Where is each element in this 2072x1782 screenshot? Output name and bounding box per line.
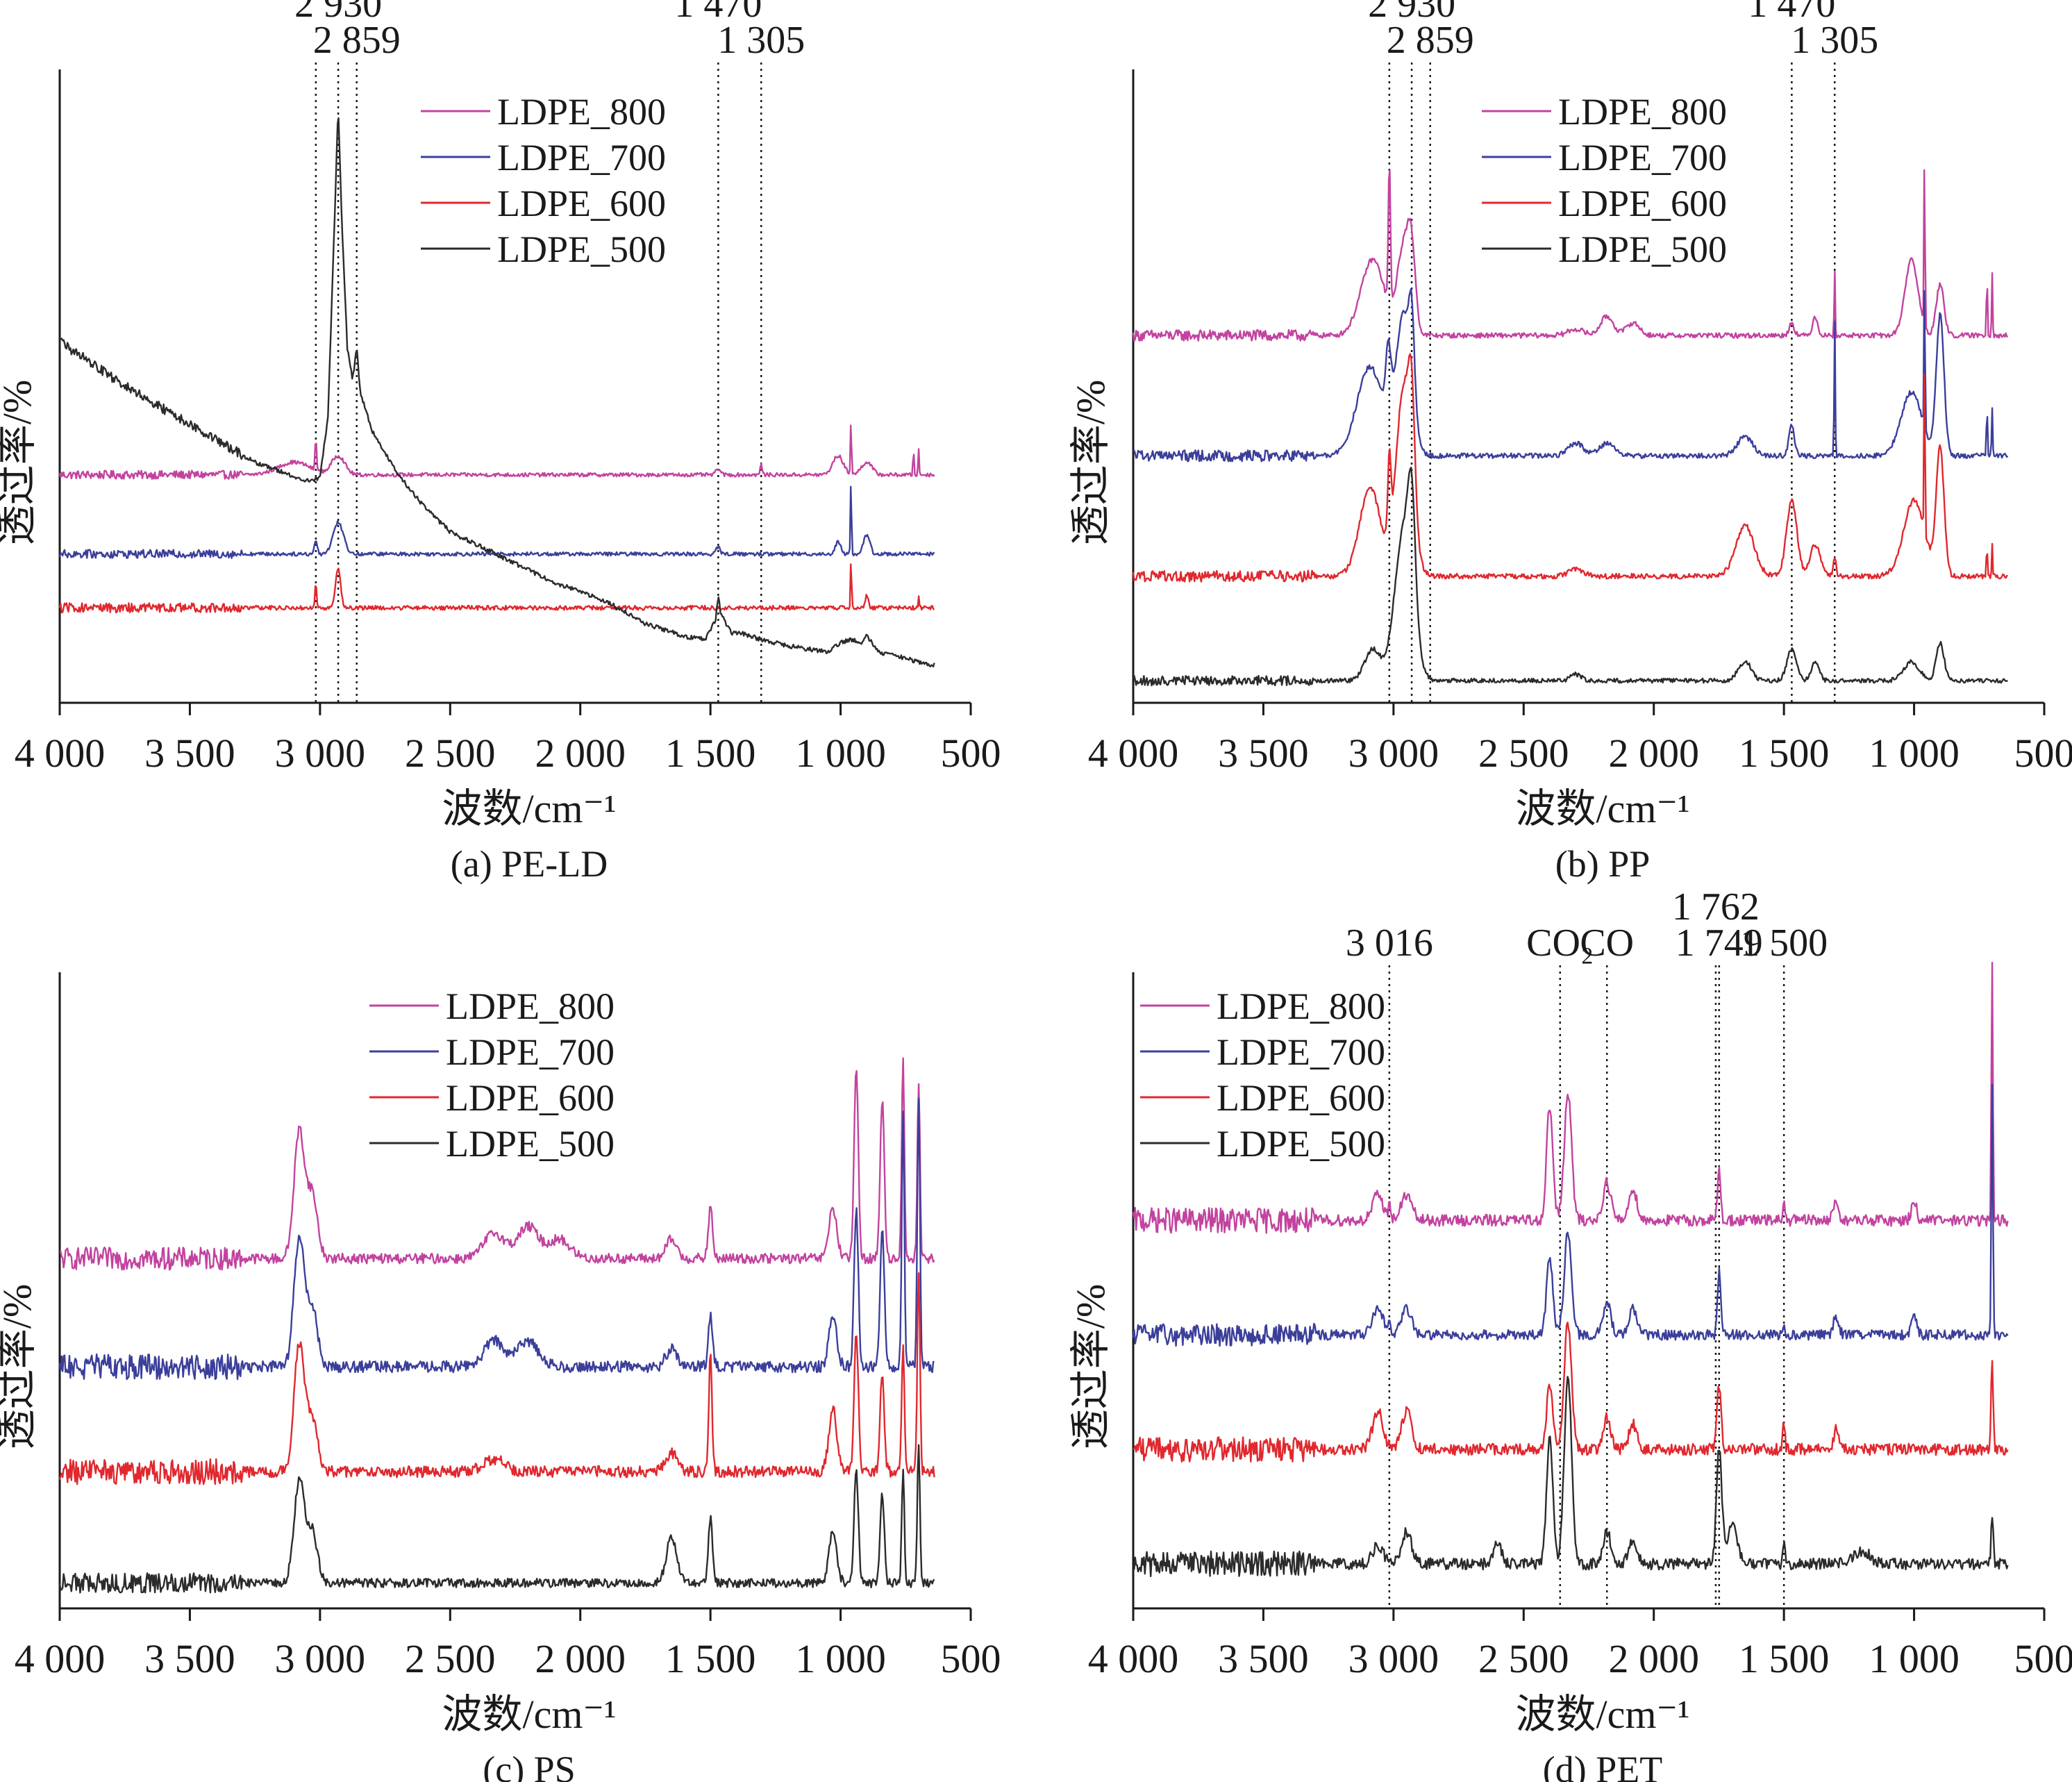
x-tick-label: 3 000 <box>275 1636 366 1681</box>
panel-caption: (d) PET <box>1543 1749 1662 1782</box>
legend-label: LDPE_500 <box>1217 1123 1385 1165</box>
annotation-label: 1 470 <box>674 0 762 26</box>
x-tick-label: 1 000 <box>1869 731 1960 776</box>
annotation-label: 2 930 <box>294 0 382 26</box>
x-axis-title: 波数/cm⁻¹ <box>1516 786 1690 831</box>
legend-label: LDPE_600 <box>497 183 666 224</box>
x-tick-label: 2 000 <box>535 731 626 776</box>
legend-label: LDPE_700 <box>497 137 666 178</box>
x-axis-title: 波数/cm⁻¹ <box>442 1692 617 1737</box>
x-tick-label: 4 000 <box>15 1636 106 1681</box>
annotation-label: 1 305 <box>1791 19 1878 62</box>
series-line-ldpe-800 <box>58 424 935 480</box>
series-line-ldpe-800 <box>1132 169 2009 342</box>
series-line-ldpe-700 <box>1132 1083 2009 1347</box>
annotation-label: 1 500 <box>1740 922 1828 965</box>
annotation-label: 2 859 <box>313 19 401 62</box>
y-axis-title: 透过率/% <box>1068 1284 1113 1449</box>
series-line-ldpe-600 <box>58 1272 935 1485</box>
annotation-label: 3 016 <box>1346 922 1433 965</box>
y-axis-title: 透过率/% <box>1068 380 1113 545</box>
legend-label: LDPE_800 <box>1217 985 1385 1027</box>
x-tick-label: 2 500 <box>405 731 496 776</box>
legend-label: LDPE_700 <box>446 1031 615 1073</box>
annotation-label: 1 762 <box>1672 885 1760 929</box>
legend-label: LDPE_500 <box>1558 228 1727 270</box>
annotation-label: 2 859 <box>1387 19 1474 62</box>
x-tick-label: 500 <box>2014 731 2072 776</box>
y-axis-title: 透过率/% <box>0 380 40 545</box>
series-line-ldpe-500 <box>58 1444 935 1594</box>
series-line-ldpe-600 <box>1132 353 2008 583</box>
x-tick-label: 500 <box>941 731 1001 776</box>
series-line-ldpe-700 <box>1133 288 2009 463</box>
series-line-ldpe-800 <box>1132 961 2009 1234</box>
chart-panel-1: 4 000 3 500 3 000 2 500 2 000 1 500 1 000 500 波数… <box>0 0 1001 885</box>
x-axis-title: 波数/cm⁻¹ <box>1516 1692 1690 1737</box>
legend-label: LDPE_500 <box>497 228 666 270</box>
x-tick-label: 500 <box>941 1636 1001 1681</box>
chart-panel-4: 4 000 3 500 3 000 2 500 2 000 1 500 1 000 500 波数… <box>1068 885 2072 1782</box>
legend-label: LDPE_600 <box>1558 183 1727 224</box>
x-tick-label: 3 500 <box>144 1636 235 1681</box>
x-tick-label: 1 000 <box>1869 1636 1960 1681</box>
series-line-ldpe-600 <box>58 563 935 614</box>
legend-label: LDPE_600 <box>1217 1077 1385 1119</box>
x-tick-label: 4 000 <box>1088 731 1179 776</box>
x-tick-label: 2 000 <box>1608 731 1699 776</box>
x-tick-label: 2 500 <box>1478 731 1569 776</box>
series-line-ldpe-700 <box>58 1097 935 1381</box>
series-line-ldpe-500 <box>1132 467 2008 687</box>
legend-label: LDPE_800 <box>446 985 615 1027</box>
annotation-label: 1 470 <box>1748 0 1835 26</box>
annotation-label: CO <box>1580 922 1634 965</box>
x-tick-label: 3 500 <box>1218 731 1309 776</box>
x-tick-label: 1 500 <box>1739 1636 1830 1681</box>
legend-label: LDPE_800 <box>497 91 666 133</box>
x-tick-label: 4 000 <box>1088 1636 1179 1681</box>
legend-label: LDPE_700 <box>1217 1031 1385 1073</box>
series-line-ldpe-700 <box>58 485 935 559</box>
legend-label: LDPE_700 <box>1558 137 1727 178</box>
panel-caption: (c) PS <box>483 1749 576 1782</box>
x-tick-label: 2 500 <box>1478 1636 1569 1681</box>
annotation-label: 2 930 <box>1368 0 1455 26</box>
series-line-ldpe-800 <box>59 1057 935 1271</box>
annotation-label: 1 305 <box>717 19 805 62</box>
x-tick-label: 1 000 <box>795 731 886 776</box>
legend-label: LDPE_500 <box>446 1123 615 1165</box>
series-line-ldpe-600 <box>1133 1322 2009 1463</box>
panel-caption: (a) PE-LD <box>451 843 608 885</box>
x-axis-title: 波数/cm⁻¹ <box>442 786 617 831</box>
x-tick-label: 3 500 <box>1218 1636 1309 1681</box>
x-tick-label: 1 500 <box>1739 731 1830 776</box>
x-tick-label: 3 500 <box>144 731 235 776</box>
annotation-label: 1 749 <box>1676 922 1763 965</box>
x-tick-label: 4 000 <box>15 731 106 776</box>
series-line-ldpe-500 <box>1133 1376 2009 1578</box>
x-tick-label: 1 000 <box>795 1636 886 1681</box>
x-tick-label: 2 500 <box>405 1636 496 1681</box>
x-tick-label: 1 500 <box>665 1636 756 1681</box>
series-line-ldpe-500 <box>59 117 935 667</box>
chart-panel-3: 4 000 3 500 3 000 2 500 2 000 1 500 1 000 500 波数… <box>0 972 1001 1782</box>
panel-caption: (b) PP <box>1555 843 1651 885</box>
x-tick-label: 2 000 <box>535 1636 626 1681</box>
y-axis-title: 透过率/% <box>0 1284 40 1449</box>
legend-label: LDPE_800 <box>1558 91 1727 133</box>
x-tick-label: 2 000 <box>1608 1636 1699 1681</box>
annotation-label: CO₂ <box>1526 922 1594 965</box>
x-tick-label: 3 000 <box>1348 1636 1439 1681</box>
x-tick-label: 1 500 <box>665 731 756 776</box>
chart-panel-2: 4 000 3 500 3 000 2 500 2 000 1 500 1 000 500 波数… <box>1068 0 2072 885</box>
x-tick-label: 3 000 <box>275 731 366 776</box>
x-tick-label: 500 <box>2014 1636 2072 1681</box>
x-tick-label: 3 000 <box>1348 731 1439 776</box>
legend-label: LDPE_600 <box>446 1077 615 1119</box>
